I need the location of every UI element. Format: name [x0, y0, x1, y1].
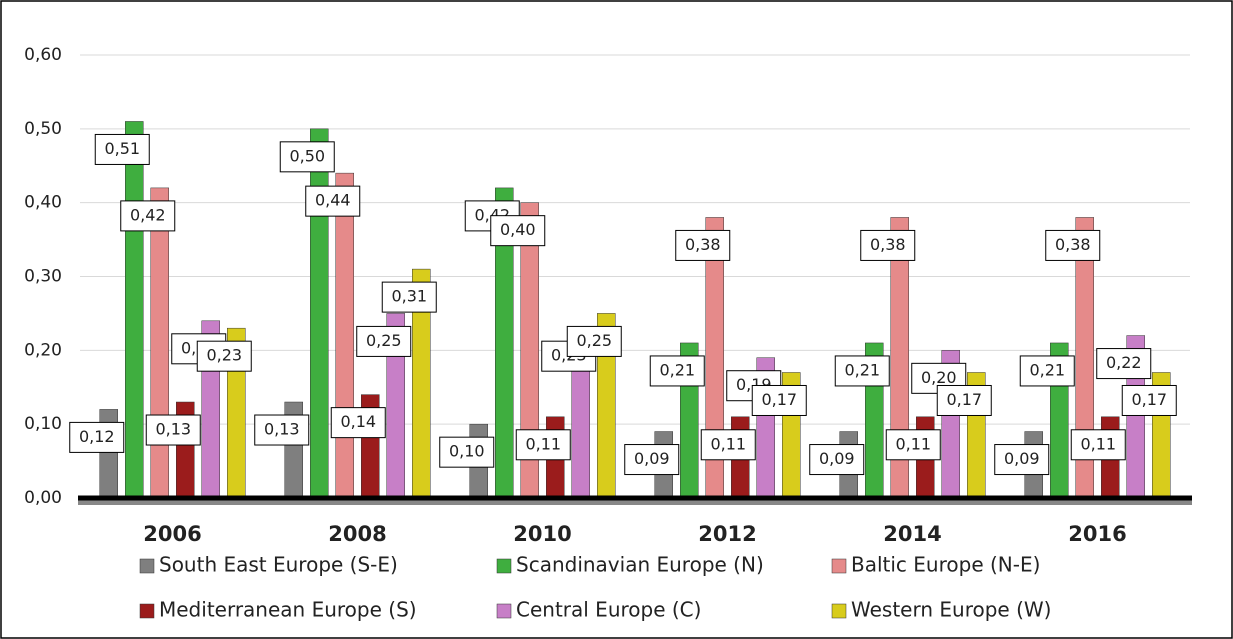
- value-label: 0,17: [1131, 390, 1167, 409]
- bar: [150, 187, 169, 499]
- label-box: [809, 444, 865, 476]
- label-box: [69, 421, 125, 453]
- value-label: 0,14: [340, 412, 376, 431]
- legend-swatch: [139, 558, 155, 574]
- x-tick-label: 2008: [328, 522, 386, 546]
- legend-swatch: [139, 603, 155, 619]
- label-box: [700, 429, 756, 461]
- value-label: 0,20: [921, 368, 957, 387]
- value-label: 0,23: [206, 346, 242, 365]
- label-box: [279, 141, 335, 173]
- label-box: [860, 229, 916, 261]
- label-box: [1019, 355, 1075, 387]
- label-box: [254, 414, 310, 446]
- x-tick-label: 2012: [698, 522, 756, 546]
- value-label: 0,17: [761, 390, 797, 409]
- y-tick-label: 0,30: [24, 267, 62, 287]
- value-label: 0,22: [1106, 353, 1142, 372]
- bar: [125, 121, 144, 499]
- label-box: [649, 355, 705, 387]
- y-tick-label: 0,50: [24, 119, 62, 139]
- value-label: 0,51: [104, 139, 140, 158]
- value-label: 0,11: [1080, 434, 1116, 453]
- value-label: 0,25: [366, 331, 402, 350]
- value-label: 0,31: [391, 287, 427, 306]
- label-box: [675, 229, 731, 261]
- label-box: [1096, 348, 1152, 380]
- label-box: [751, 384, 807, 416]
- label-box: [381, 281, 437, 313]
- value-label: 0,21: [844, 360, 880, 379]
- x-axis-shadow: [78, 499, 1192, 505]
- label-box: [1121, 384, 1177, 416]
- value-label: 0,11: [710, 434, 746, 453]
- value-label: 0,21: [659, 360, 695, 379]
- value-label: 0,11: [895, 434, 931, 453]
- y-tick-label: 0,20: [24, 340, 62, 360]
- label-box: [566, 325, 622, 357]
- value-label: 0,12: [79, 427, 115, 446]
- value-label: 0,44: [315, 191, 351, 210]
- value-label: 0,09: [1004, 449, 1040, 468]
- legend-label: South East Europe (S-E): [159, 553, 398, 577]
- legend-swatch: [496, 603, 512, 619]
- label-box: [490, 215, 546, 247]
- value-label: 0,40: [500, 220, 536, 239]
- value-label: 0,10: [449, 442, 485, 461]
- y-tick-label: 0,00: [24, 488, 62, 508]
- label-box: [120, 200, 176, 232]
- label-box: [1070, 429, 1126, 461]
- label-box: [94, 133, 150, 165]
- label-box: [196, 340, 252, 372]
- value-label: 0,09: [819, 449, 855, 468]
- value-label: 0,21: [1029, 360, 1065, 379]
- label-box: [994, 444, 1050, 476]
- x-tick-label: 2006: [143, 522, 201, 546]
- label-box: [936, 384, 992, 416]
- x-tick-label: 2010: [513, 522, 571, 546]
- value-label: 0,11: [525, 434, 561, 453]
- value-label: 0,13: [264, 420, 300, 439]
- value-label: 0,38: [870, 235, 906, 254]
- legend-label: Mediterranean Europe (S): [159, 598, 417, 622]
- label-box: [624, 444, 680, 476]
- legend-swatch: [496, 558, 512, 574]
- bar: [310, 128, 329, 499]
- value-label: 0,38: [1055, 235, 1091, 254]
- value-label: 0,25: [576, 331, 612, 350]
- value-label: 0,17: [946, 390, 982, 409]
- legend-label: Scandinavian Europe (N): [516, 553, 764, 577]
- label-box: [305, 185, 361, 217]
- y-tick-label: 0,40: [24, 193, 62, 213]
- legend-label: Central Europe (C): [516, 598, 701, 622]
- label-box: [356, 325, 412, 357]
- legend-label: Western Europe (W): [851, 598, 1051, 622]
- value-label: 0,38: [685, 235, 721, 254]
- legend-label: Baltic Europe (N-E): [851, 553, 1040, 577]
- x-tick-label: 2016: [1068, 522, 1126, 546]
- value-label: 0,50: [289, 146, 325, 165]
- label-box: [885, 429, 941, 461]
- y-tick-label: 0,60: [24, 45, 62, 65]
- legend-swatch: [831, 558, 847, 574]
- label-box: [1045, 229, 1101, 261]
- value-label: 0,42: [130, 205, 166, 224]
- bar: [335, 172, 354, 499]
- label-box: [330, 407, 386, 439]
- label-box: [834, 355, 890, 387]
- label-box: [145, 414, 201, 446]
- label-box: [439, 436, 495, 468]
- legend-swatch: [831, 603, 847, 619]
- y-tick-label: 0,10: [24, 414, 62, 434]
- label-box: [515, 429, 571, 461]
- value-label: 0,13: [155, 420, 191, 439]
- value-label: 0,09: [634, 449, 670, 468]
- x-tick-label: 2014: [883, 522, 941, 546]
